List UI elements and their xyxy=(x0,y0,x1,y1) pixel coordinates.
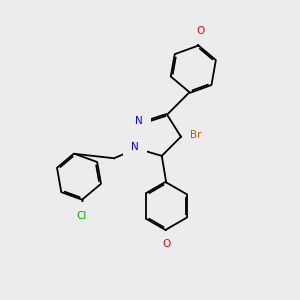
Text: N: N xyxy=(131,142,139,152)
Text: O: O xyxy=(163,239,171,249)
Text: Br: Br xyxy=(190,130,201,140)
Text: O: O xyxy=(196,26,205,36)
Text: Cl: Cl xyxy=(76,211,86,220)
Text: N: N xyxy=(135,116,143,126)
